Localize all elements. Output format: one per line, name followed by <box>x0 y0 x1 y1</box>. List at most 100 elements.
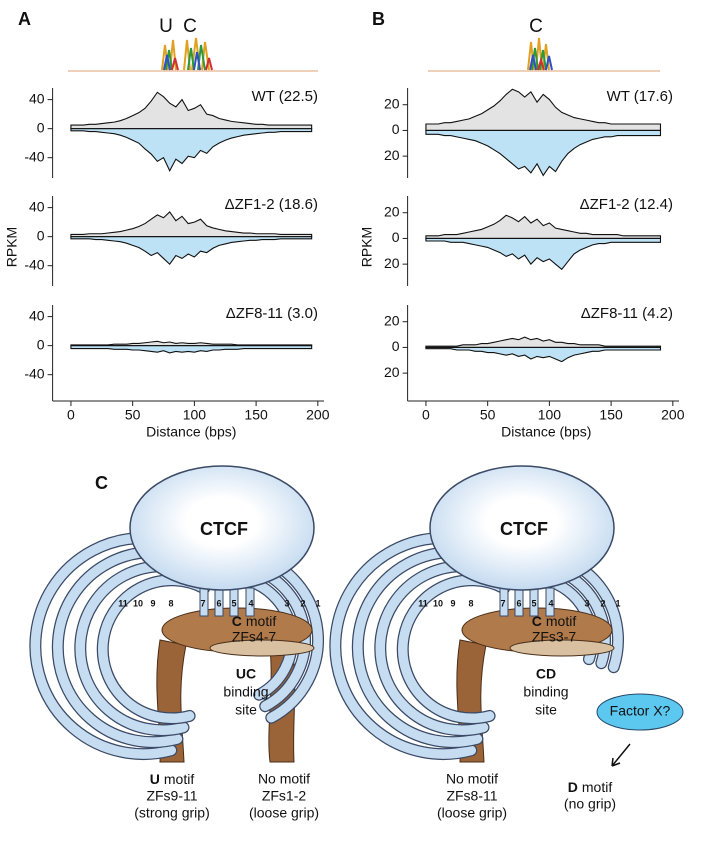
factor-bubble <box>596 693 684 731</box>
finger-number: 6 <box>516 598 521 608</box>
chart-title: ΔZF8-11 (3.0) <box>226 305 318 322</box>
y-tick-label: 40 <box>29 90 45 106</box>
protein-blob <box>429 465 615 591</box>
profile-area <box>70 211 313 238</box>
profile-area <box>425 214 662 239</box>
y-tick-label: 40 <box>29 307 45 323</box>
y-tick-label: 0 <box>392 229 400 245</box>
panel-label: B <box>372 9 385 29</box>
x-axis-label: Distance (bps) <box>146 424 236 440</box>
y-tick-label: 0 <box>37 119 45 135</box>
finger-number: 2 <box>600 598 605 608</box>
finger-number: 6 <box>216 598 221 608</box>
finger-number: 7 <box>500 598 505 608</box>
chart-title: ΔZF1-2 (18.6) <box>225 196 318 213</box>
motif-text: motif <box>164 771 194 787</box>
profile-area <box>70 128 313 172</box>
finger-number: 3 <box>584 598 589 608</box>
x-tick-label: 150 <box>244 407 268 423</box>
profile-area <box>425 88 662 131</box>
dna-strand <box>209 639 315 657</box>
zfs-label: ZFs3-7 <box>532 629 577 645</box>
finger-number: 7 <box>200 598 205 608</box>
finger-number: 8 <box>168 598 173 608</box>
leg-label: (loose grip) <box>437 805 507 821</box>
profile-area <box>70 91 313 130</box>
y-tick-label: 0 <box>392 338 400 354</box>
y-tick-label: -40 <box>24 365 44 381</box>
x-tick-label: 50 <box>480 407 496 423</box>
y-tick-label: 20 <box>384 95 400 111</box>
finger-number: 11 <box>418 598 428 608</box>
site-label: site <box>535 702 557 718</box>
motif-bold: U <box>150 771 160 787</box>
finger-number: 9 <box>150 598 155 608</box>
x-tick-label: 200 <box>661 407 685 423</box>
profile-area <box>70 345 313 354</box>
panel-label: A <box>18 9 31 29</box>
site-label: site <box>235 702 257 718</box>
finger-number: 4 <box>548 598 553 608</box>
motif-text: motif <box>246 613 276 629</box>
profile-area <box>425 129 662 177</box>
leg-label: ZFs1-2 <box>262 788 307 804</box>
finger-number: 1 <box>615 598 620 608</box>
finger-number: 10 <box>433 598 443 608</box>
logo-letter: C <box>529 16 543 37</box>
protein-label: CTCF <box>500 519 548 539</box>
motif-text: motif <box>546 613 576 629</box>
protein-label: CTCF <box>200 519 248 539</box>
x-tick-label: 100 <box>183 407 207 423</box>
x-axis-label: Distance (bps) <box>501 424 591 440</box>
finger-number: 10 <box>133 598 143 608</box>
chart-title: WT (22.5) <box>252 88 318 105</box>
finger-number: 5 <box>531 598 536 608</box>
x-tick-label: 0 <box>67 407 75 423</box>
chart-title: ΔZF1-2 (12.4) <box>580 196 673 213</box>
site-label: UC <box>236 666 256 682</box>
y-tick-label: 0 <box>37 227 45 243</box>
y-axis-label: RPKM <box>3 227 19 267</box>
leg-label: (strong grip) <box>134 805 209 821</box>
y-tick-label: -40 <box>24 256 44 272</box>
y-tick-label: 20 <box>384 147 400 163</box>
site-label: binding <box>523 684 568 700</box>
y-axis-label: RPKM <box>358 227 374 267</box>
logo-letter: C <box>183 16 197 37</box>
profile-area <box>70 340 313 347</box>
x-tick-label: 100 <box>538 407 562 423</box>
finger-number: 8 <box>468 598 473 608</box>
site-label: binding <box>223 684 268 700</box>
leg-label: No motif <box>446 771 498 787</box>
finger-number: 11 <box>118 598 128 608</box>
site-label: CD <box>536 666 556 682</box>
motif-text: motif <box>582 779 612 795</box>
factor-label: Factor X? <box>610 703 671 719</box>
motif-bold: C <box>232 613 242 629</box>
finger-number: 4 <box>248 598 253 608</box>
profile-area <box>425 346 662 363</box>
zfs-label: ZFs4-7 <box>232 629 277 645</box>
chart-title: ΔZF8-11 (4.2) <box>581 305 673 322</box>
finger-number: 3 <box>284 598 289 608</box>
y-tick-label: 20 <box>384 312 400 328</box>
x-tick-label: 0 <box>422 407 430 423</box>
y-tick-label: 0 <box>392 121 400 137</box>
dna-strand <box>509 639 615 657</box>
arrow <box>611 743 631 767</box>
chart-title: WT (17.6) <box>607 88 673 105</box>
leg-label: ZFs8-11 <box>446 788 497 804</box>
y-tick-label: -40 <box>24 148 44 164</box>
motif-bold: C <box>532 613 542 629</box>
finger-number: 5 <box>231 598 236 608</box>
finger-number: 2 <box>300 598 305 608</box>
finger-number: 9 <box>450 598 455 608</box>
motif-bold: D <box>568 779 578 795</box>
leg-label: No motif <box>258 771 310 787</box>
finger <box>398 575 509 723</box>
leg-label: (loose grip) <box>249 805 319 821</box>
